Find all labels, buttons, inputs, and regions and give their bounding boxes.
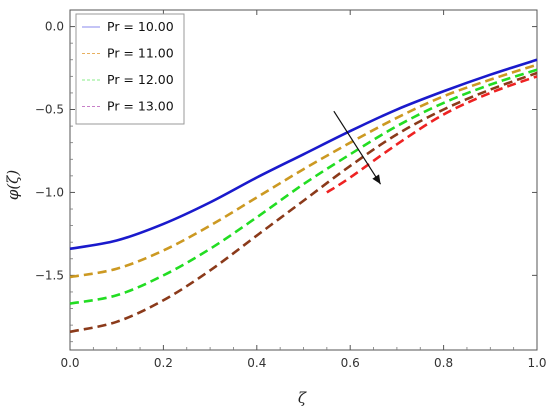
x-tick-label: 0.6	[341, 356, 360, 370]
trend-arrow	[333, 110, 382, 185]
y-tick-label: 0.0	[45, 20, 64, 34]
x-tick-label: 0.2	[154, 356, 173, 370]
series-line-4	[69, 71, 538, 334]
legend-entry-label: Pr = 13.00	[107, 99, 174, 114]
series-line-3	[69, 68, 538, 305]
series-lines	[69, 58, 538, 334]
axis-ticks: 0.0 0.2 0.4 0.6 0.8 1.0 0.0 −0.5 −1.0 −1.5	[35, 10, 547, 370]
legend: Pr = 10.00 Pr = 11.00 Pr = 12.00 Pr = 13.00	[75, 13, 185, 125]
x-tick-label: 0.4	[247, 356, 266, 370]
arrow-shaft	[333, 110, 382, 185]
series-line-1	[69, 58, 538, 251]
legend-box	[75, 13, 185, 125]
series-line-2	[69, 63, 538, 279]
arrow-head	[372, 174, 381, 185]
y-tick-label: −1.0	[35, 185, 64, 199]
legend-entry-label: Pr = 12.00	[107, 72, 174, 87]
y-axis-label: φ(ζ)	[4, 170, 22, 200]
x-tick-label: 1.0	[527, 356, 546, 370]
series-line-5	[326, 75, 538, 194]
x-tick-label: 0.8	[434, 356, 453, 370]
y-tick-label: −1.5	[35, 268, 64, 282]
legend-entry-label: Pr = 11.00	[107, 46, 174, 61]
x-tick-label: 0.0	[60, 356, 79, 370]
x-axis-label: ζ	[298, 389, 307, 407]
y-tick-label: −0.5	[35, 103, 64, 117]
legend-entry-label: Pr = 10.00	[107, 19, 174, 34]
